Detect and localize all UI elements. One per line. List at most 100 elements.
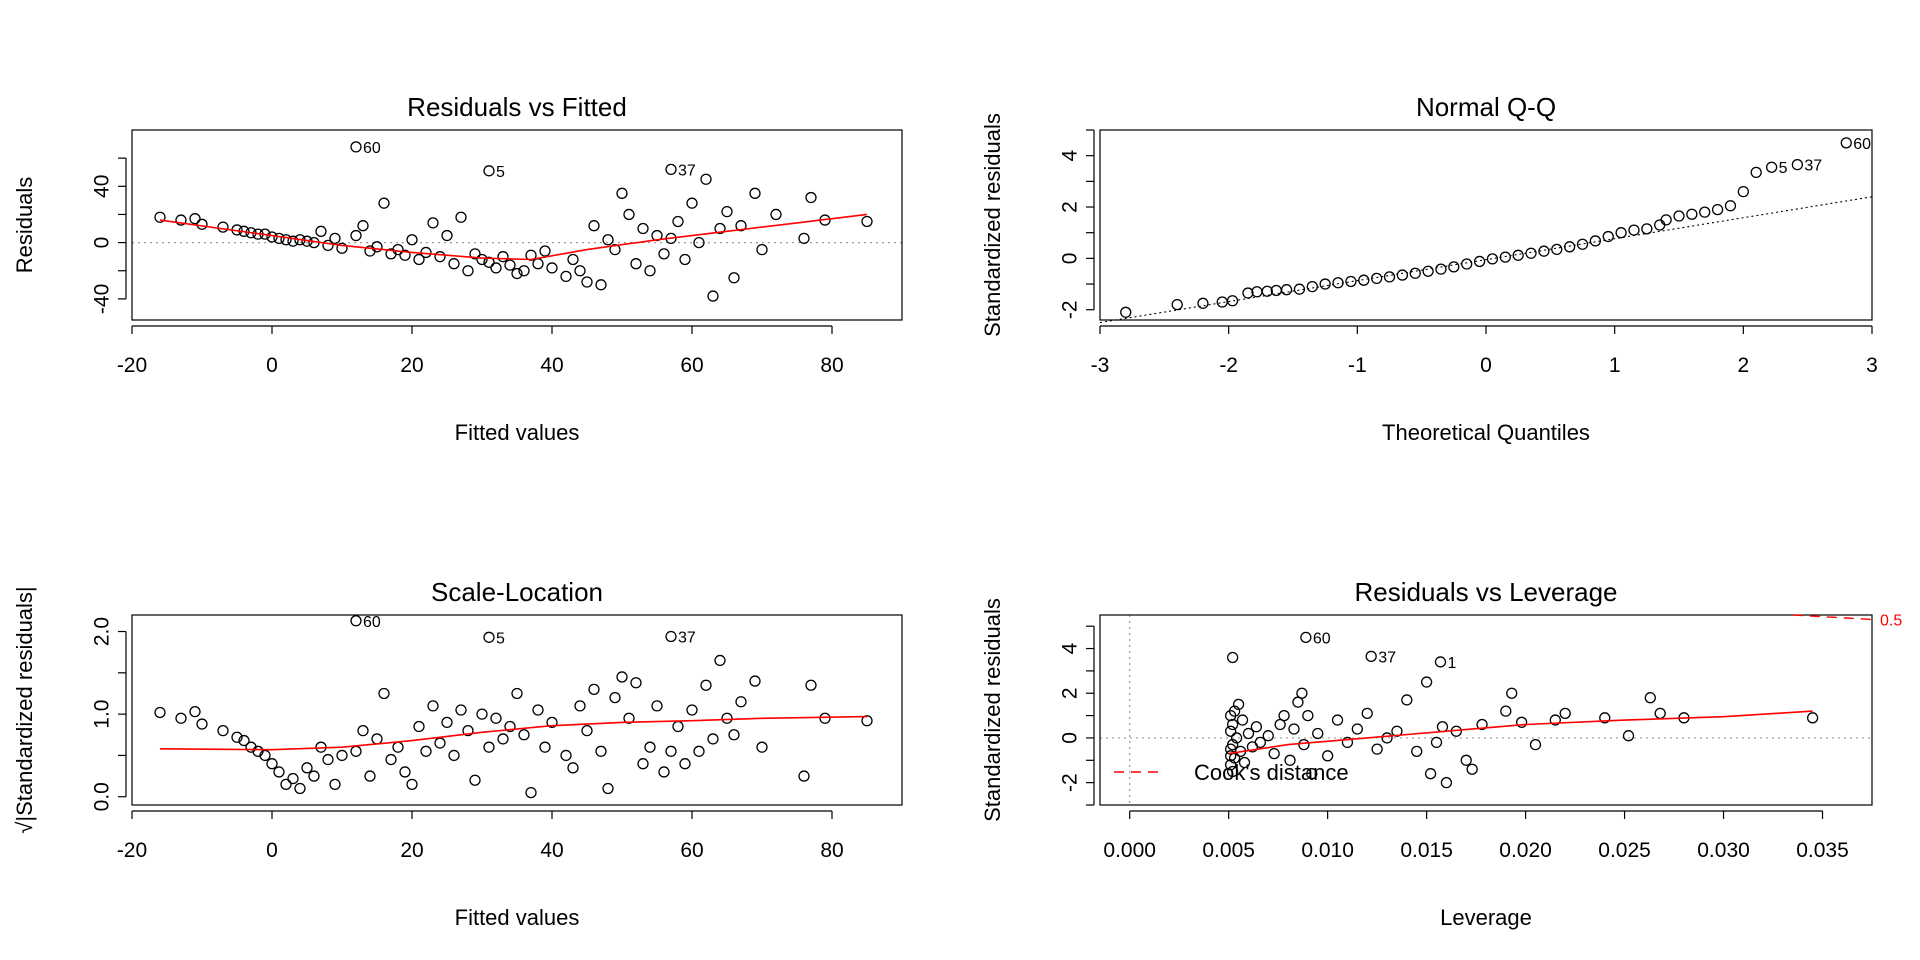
data-point bbox=[721, 205, 733, 218]
data-point bbox=[749, 187, 761, 199]
data-point bbox=[399, 249, 411, 261]
data-point bbox=[469, 774, 481, 786]
data-point bbox=[1660, 214, 1672, 226]
data-point bbox=[413, 720, 425, 733]
data-point bbox=[315, 225, 327, 237]
data-point bbox=[1711, 203, 1724, 216]
data-point bbox=[1300, 631, 1312, 644]
data-point bbox=[1358, 274, 1370, 286]
data-point bbox=[707, 290, 719, 302]
data-point bbox=[581, 276, 593, 288]
data-point bbox=[651, 700, 663, 712]
data-point bbox=[1332, 277, 1344, 289]
data-point bbox=[560, 270, 572, 283]
data-point bbox=[175, 214, 187, 226]
plot-frame bbox=[1099, 129, 1873, 321]
x-tick-label: 3 bbox=[1866, 354, 1878, 377]
y-tick-label: 1.0 bbox=[91, 700, 114, 729]
x-tick-label: 40 bbox=[540, 839, 563, 862]
data-point bbox=[427, 217, 439, 229]
data-point bbox=[350, 229, 362, 242]
x-tick-label: -1 bbox=[1348, 354, 1367, 377]
data-point bbox=[1250, 721, 1263, 733]
x-tick-label: 0.035 bbox=[1796, 839, 1849, 862]
x-tick-label: 20 bbox=[400, 354, 423, 377]
chart-title: Residuals vs Leverage bbox=[1354, 577, 1617, 607]
data-point bbox=[665, 163, 677, 176]
data-point bbox=[301, 762, 313, 774]
outlier-label: 5 bbox=[1779, 160, 1788, 177]
data-point bbox=[1268, 747, 1280, 760]
data-point bbox=[1401, 694, 1413, 706]
data-point bbox=[735, 220, 747, 232]
data-point bbox=[1242, 727, 1255, 740]
data-point bbox=[476, 253, 488, 266]
data-point bbox=[385, 753, 397, 766]
data-point bbox=[1500, 705, 1512, 717]
data-point bbox=[1298, 738, 1310, 751]
y-axis-label: Standardized residuals bbox=[980, 113, 1005, 337]
data-point bbox=[490, 262, 502, 274]
data-point bbox=[1321, 750, 1334, 762]
data-point bbox=[357, 725, 369, 737]
data-point bbox=[686, 197, 698, 209]
data-point bbox=[1673, 210, 1685, 222]
chart-title: Normal Q-Q bbox=[1416, 92, 1556, 122]
data-point bbox=[1724, 200, 1737, 212]
data-point bbox=[1296, 687, 1308, 699]
data-point bbox=[630, 258, 642, 270]
data-point bbox=[371, 241, 383, 253]
data-point bbox=[1430, 736, 1443, 749]
data-point bbox=[644, 265, 656, 277]
data-point bbox=[1434, 656, 1447, 668]
data-point bbox=[693, 745, 705, 757]
outlier-label: 37 bbox=[1378, 649, 1396, 666]
data-point bbox=[1238, 756, 1251, 769]
data-point bbox=[567, 762, 579, 774]
data-point bbox=[1737, 185, 1749, 198]
data-point bbox=[1319, 278, 1331, 290]
data-point bbox=[1840, 137, 1852, 149]
data-point bbox=[1499, 251, 1511, 263]
data-point bbox=[525, 786, 537, 799]
data-point bbox=[595, 745, 607, 757]
x-tick-label: 0.010 bbox=[1301, 839, 1354, 862]
data-point bbox=[350, 745, 362, 757]
data-point bbox=[378, 197, 390, 209]
data-point bbox=[294, 782, 306, 795]
data-point bbox=[154, 706, 166, 719]
data-point bbox=[1302, 709, 1314, 722]
data-point bbox=[1242, 287, 1254, 299]
data-point bbox=[266, 758, 278, 770]
data-point bbox=[1512, 249, 1524, 261]
x-tick-label: 0 bbox=[266, 354, 278, 377]
data-point bbox=[1224, 759, 1237, 771]
data-point bbox=[1435, 263, 1447, 275]
outlier-label: 37 bbox=[1804, 158, 1822, 175]
data-point bbox=[483, 741, 495, 753]
data-point bbox=[609, 691, 621, 704]
data-point bbox=[588, 220, 600, 232]
y-tick-label: 0.0 bbox=[91, 782, 114, 811]
data-point bbox=[1216, 296, 1228, 308]
plot-frame bbox=[131, 129, 903, 321]
data-point bbox=[756, 243, 768, 256]
data-point bbox=[329, 778, 341, 790]
qq-reference-line bbox=[1099, 196, 1873, 324]
data-point bbox=[1628, 224, 1640, 236]
data-point bbox=[805, 679, 817, 691]
data-point bbox=[273, 232, 285, 245]
data-point bbox=[217, 221, 229, 233]
data-point bbox=[1420, 676, 1433, 688]
data-point bbox=[1641, 223, 1653, 235]
data-point bbox=[602, 782, 614, 795]
data-point bbox=[1654, 707, 1666, 720]
data-point bbox=[1345, 275, 1357, 288]
data-point bbox=[189, 706, 201, 718]
data-point bbox=[728, 272, 740, 284]
data-point bbox=[1224, 725, 1237, 737]
y-tick-label: 4 bbox=[1059, 150, 1082, 162]
data-point bbox=[749, 675, 761, 687]
data-point bbox=[518, 265, 530, 277]
data-point bbox=[616, 671, 628, 683]
